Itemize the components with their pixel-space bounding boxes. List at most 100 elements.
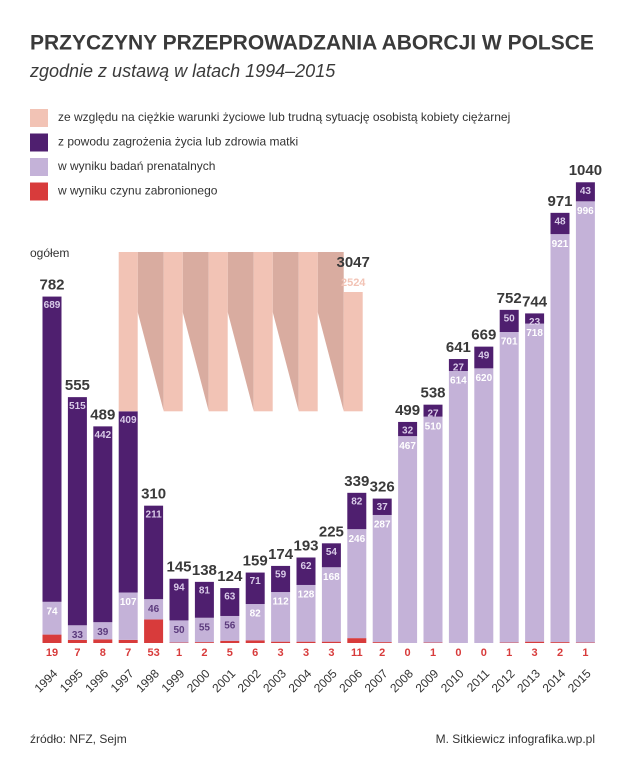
value-label: 55 [199,622,211,633]
bar-segment [164,252,183,411]
red-value-label: 0 [405,647,411,659]
total-label: 3047 [337,254,370,271]
total-label: 225 [319,523,344,540]
legend-swatch [30,183,48,201]
bar-segment [500,332,519,643]
value-label: 62 [300,561,312,572]
x-tick-label: 1998 [133,666,162,695]
red-value-label: 53 [147,647,159,659]
total-label: 138 [192,562,217,579]
value-label: 81 [199,586,211,597]
red-value-label: 1 [582,647,588,659]
bar-fold [183,252,209,411]
legend-label: w wyniku badań prenatalnych [57,159,215,173]
bar-segment [297,642,316,643]
value-label: 442 [94,430,111,441]
source: źródło: NFZ, Sejm [30,732,127,746]
red-value-label: 0 [481,647,487,659]
red-value-label: 8 [100,647,106,659]
bar-segment [119,640,138,643]
legend-label: z powodu zagrożenia życia lub zdrowia ma… [58,135,298,149]
value-label: 50 [173,625,185,636]
bar-segment [424,417,443,643]
value-label: 50 [504,314,516,325]
value-label: 82 [250,609,262,620]
total-label: 538 [420,385,445,402]
bar-segment [209,252,228,411]
value-label: 33 [72,630,84,641]
total-label: 489 [90,406,115,423]
bar-segment [576,201,595,642]
value-label: 168 [323,572,340,583]
x-tick-label: 2012 [489,666,518,695]
value-label: 409 [120,415,137,426]
legend-swatch [30,134,48,152]
total-label: 641 [446,339,471,356]
red-value-label: 1 [176,647,182,659]
x-tick-label: 2011 [464,666,492,694]
bar-fold [138,252,164,411]
x-tick-label: 2014 [540,666,569,695]
total-label: 555 [65,377,90,394]
value-label: 287 [374,520,391,531]
red-value-label: 5 [227,647,233,659]
value-label: 510 [425,421,442,432]
x-tick-label: 2013 [514,666,543,695]
bar-segment [93,426,112,622]
total-label: 669 [471,327,496,344]
bar-segment [254,252,273,411]
red-value-label: 2 [557,647,563,659]
value-label: 128 [298,590,315,601]
bar-fold [273,252,299,411]
total-label: 193 [293,537,318,554]
value-label: 63 [224,592,236,603]
total-label: 339 [344,473,369,490]
total-label: 124 [217,568,243,585]
total-label: 310 [141,486,166,503]
bar-segment [398,436,417,643]
value-label: 59 [275,570,287,581]
total-label: 499 [395,402,420,419]
x-tick-label: 2001 [209,666,238,695]
bar-segment [373,515,392,642]
red-value-label: 0 [455,647,461,659]
x-tick-label: 1997 [108,666,137,695]
x-tick-label: 2009 [413,666,442,695]
bar-segment [347,529,366,638]
bar-segment [373,642,392,643]
value-label: 515 [69,401,86,412]
red-value-label: 3 [303,647,309,659]
value-label: 37 [377,502,389,513]
total-label: 145 [166,559,191,576]
red-value-label: 1 [506,647,512,659]
value-label: 39 [97,627,109,638]
value-label: 27 [453,363,465,374]
bar-segment [93,639,112,643]
bar-segment [551,234,570,642]
bar-segment [43,635,62,643]
bar-segment [474,368,493,643]
bar-segment [322,642,341,643]
value-label: 71 [250,576,262,587]
bar-segment [144,620,163,643]
legend-swatch [30,158,48,176]
value-label: 701 [501,337,518,348]
bar-fold [318,252,344,411]
author: M. Sitkiewicz infografika.wp.pl [436,732,595,746]
value-label: 46 [148,604,160,615]
bar-fold [228,252,254,411]
value-label: 74 [46,606,58,617]
value-label: 48 [554,216,566,227]
bar-segment [525,324,544,642]
red-value-label: 19 [46,647,58,659]
value-label: 107 [120,597,137,608]
bar-segment [449,371,468,643]
x-tick-label: 2003 [260,666,289,695]
bar-segment [119,252,138,411]
value-label: 211 [146,509,163,520]
value-label: 996 [577,206,594,217]
red-value-label: 3 [328,647,334,659]
red-value-label: 11 [351,647,363,659]
x-tick-label: 2010 [438,666,467,695]
